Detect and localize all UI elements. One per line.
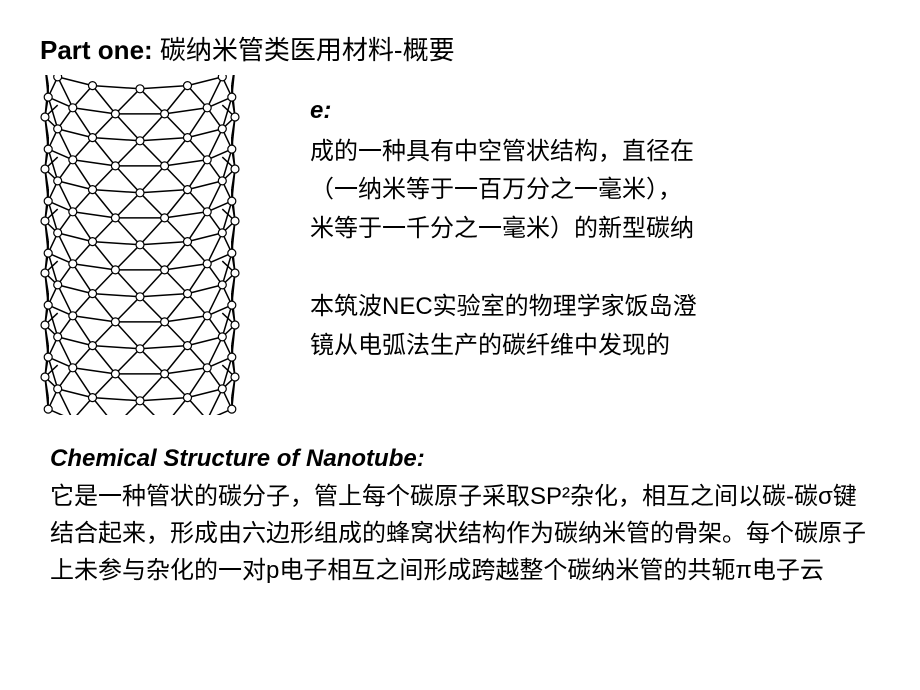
definition-line1: 成的一种具有中空管状结构，直径在: [310, 133, 880, 171]
chemical-body: 它是一种管状的碳分子，管上每个碳原子采取SP²杂化，相互之间以碳-碳σ键结合起来…: [50, 478, 870, 590]
definition-line2: （一纳米等于一百万分之一毫米），: [310, 171, 880, 209]
definition-line3: 米等于一千分之一毫米）的新型碳纳: [310, 210, 880, 248]
page-title: Part one: 碳纳米管类医用材料-概要: [40, 30, 880, 67]
definition-heading-fragment: e:: [310, 97, 880, 125]
chemical-heading: Chemical Structure of Nanotube:: [50, 445, 880, 473]
title-bold: Part one:: [40, 35, 160, 65]
section-chemical-structure: Chemical Structure of Nanotube: 它是一种管状的碳…: [50, 445, 880, 590]
definition-line5: 镜从电弧法生产的碳纤维中发现的: [310, 327, 880, 365]
nanotube-diagram: [20, 75, 320, 415]
title-rest: 碳纳米管类医用材料-概要: [160, 35, 455, 65]
definition-line4: 本筑波NEC实验室的物理学家饭岛澄: [310, 288, 880, 326]
